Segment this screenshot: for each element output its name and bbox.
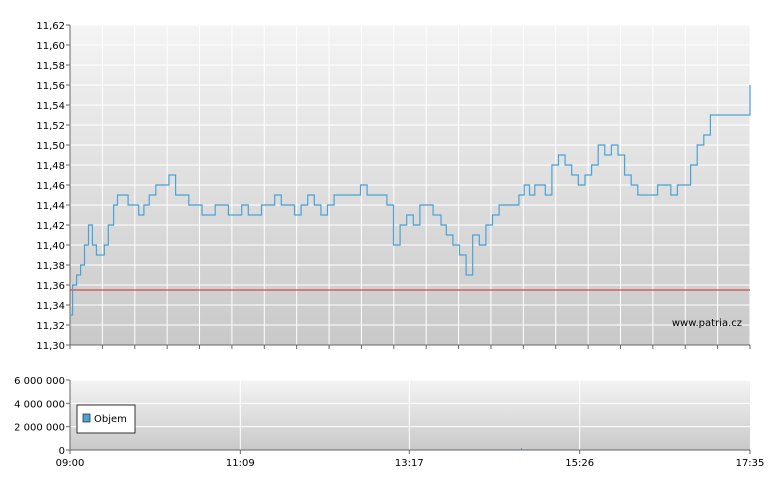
price-y-tick-label: 11,46: [36, 181, 65, 192]
price-y-tick-label: 11,32: [36, 321, 65, 332]
price-y-tick-label: 11,34: [36, 301, 65, 312]
price-y-tick-label: 11,48: [36, 161, 65, 172]
volume-x-tick-label: 17:35: [736, 458, 765, 469]
volume-y-axis: 0 2 000 000 4 000 000 6 000 000: [14, 376, 71, 457]
volume-x-tick-label: 13:17: [395, 458, 424, 469]
legend-swatch: [82, 413, 91, 423]
price-series-line: [70, 85, 751, 316]
volume-x-tick-label: 15:26: [565, 458, 594, 469]
watermark-text: www.patria.cz: [672, 318, 742, 329]
volume-legend[interactable]: Objem: [76, 404, 136, 434]
price-y-tick-label: 11,50: [36, 141, 65, 152]
volume-y-tick-label: 0: [59, 446, 65, 457]
price-y-tick-label: 11,30: [36, 341, 65, 352]
price-y-axis: 11,30 11,32 11,34 11,36 11,38 11,40 11,42 11,44…: [36, 21, 71, 352]
volume-x-tick-label: 11:09: [226, 458, 255, 469]
price-y-tick-label: 11,40: [36, 241, 65, 252]
price-x-tick-marks: [69, 345, 751, 349]
price-y-tick-label: 11,52: [36, 121, 65, 132]
volume-y-tick-label: 6 000 000: [14, 376, 65, 387]
volume-x-axis: 09:00 11:09 13:17 15:26 17:35: [56, 450, 765, 469]
price-gridlines: [70, 24, 751, 345]
price-y-tick-label: 11,44: [36, 201, 65, 212]
volume-x-tick-label: 09:00: [56, 458, 85, 469]
legend-label: Objem: [94, 414, 127, 425]
price-y-tick-label: 11,56: [36, 81, 65, 92]
price-y-tick-label: 11,62: [36, 21, 65, 32]
price-y-tick-label: 11,38: [36, 261, 65, 272]
price-y-tick-label: 11,54: [36, 101, 65, 112]
volume-y-tick-label: 2 000 000: [14, 423, 65, 434]
price-y-tick-label: 11,58: [36, 61, 65, 72]
volume-gridlines: [70, 379, 750, 450]
volume-panel: 0 2 000 000 4 000 000 6 000 000 09:00 11:09 1…: [14, 376, 764, 469]
volume-y-tick-label: 4 000 000: [14, 399, 65, 410]
volume-plot-background: [70, 380, 750, 450]
price-y-tick-label: 11,60: [36, 41, 65, 52]
price-y-tick-label: 11,42: [36, 221, 65, 232]
price-series-group: [70, 85, 751, 316]
price-y-tick-label: 11,36: [36, 281, 65, 292]
volume-bar: [521, 448, 523, 450]
price-panel: 11,30 11,32 11,34 11,36 11,38 11,40 11,42 11,44…: [36, 21, 751, 352]
